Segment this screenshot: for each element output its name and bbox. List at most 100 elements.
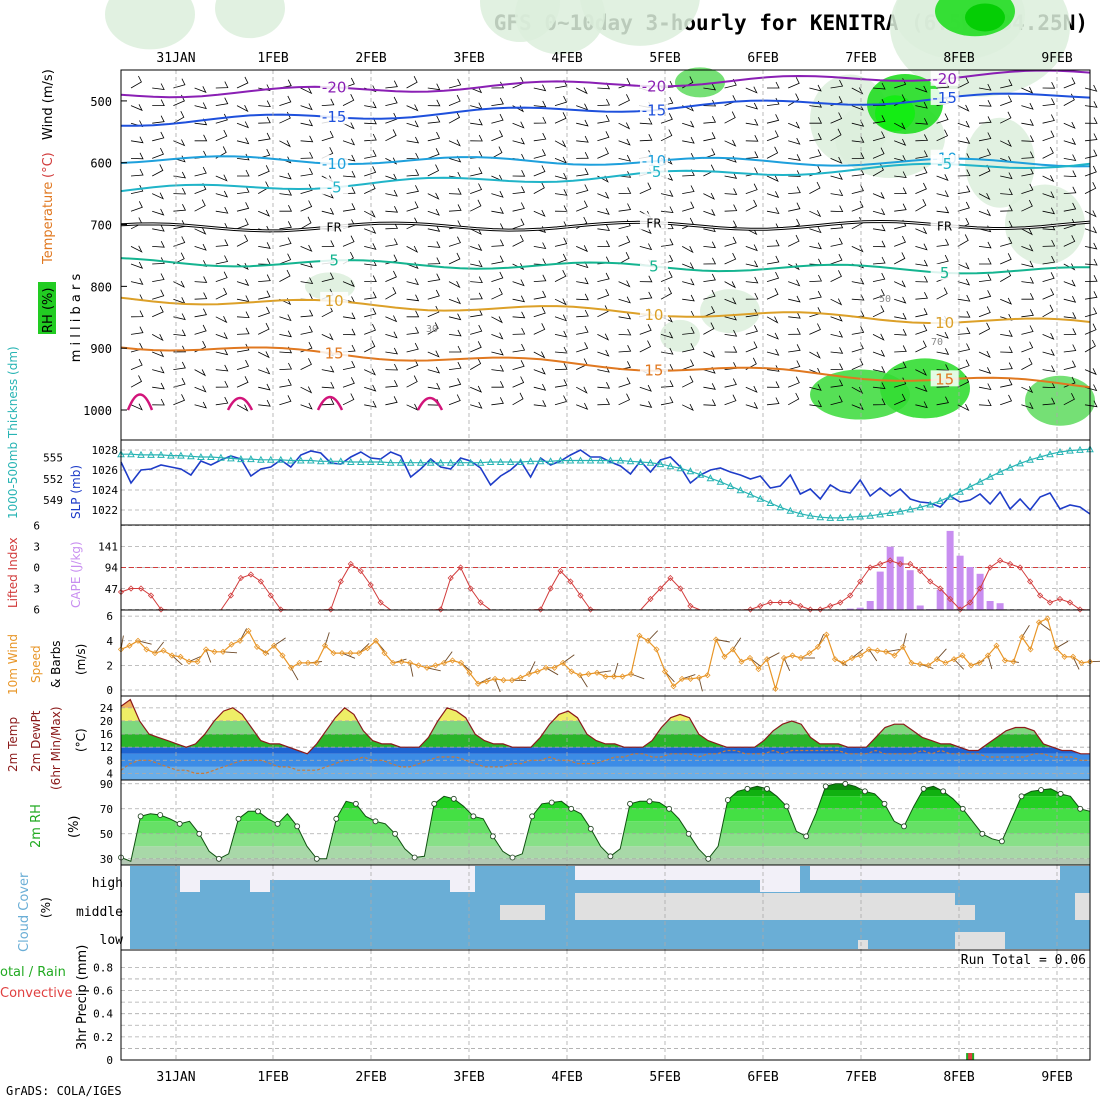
wind-marker bbox=[857, 652, 864, 659]
wind-barb bbox=[215, 206, 229, 214]
isotherm-label-bg bbox=[639, 163, 668, 180]
wind-barb bbox=[533, 383, 547, 391]
wind-barb bbox=[364, 384, 377, 392]
wind-barb bbox=[978, 132, 992, 142]
wind-marker bbox=[219, 648, 227, 655]
wind-barb bbox=[1000, 95, 1013, 106]
li-marker bbox=[1076, 606, 1084, 613]
wind-barb bbox=[1042, 349, 1055, 356]
wind-barb bbox=[894, 345, 907, 353]
rh-contour-label: 30 bbox=[426, 324, 438, 335]
li-marker bbox=[817, 606, 824, 613]
rh-shade-light bbox=[1005, 184, 1085, 265]
slp-tick-label: 1026 bbox=[92, 464, 119, 477]
wind-barb-10m bbox=[290, 667, 299, 681]
wind-barb bbox=[215, 190, 229, 198]
wind-marker bbox=[168, 652, 176, 659]
wind-barb bbox=[1042, 146, 1054, 159]
wind-barb bbox=[385, 206, 399, 213]
thickness-marker bbox=[766, 498, 775, 506]
pressure-tick-label: 500 bbox=[90, 95, 112, 109]
wind-barb bbox=[215, 316, 228, 324]
rh-shade-high bbox=[1025, 375, 1095, 426]
wind-barb bbox=[809, 84, 822, 92]
wind-barb bbox=[936, 254, 949, 265]
wind-barb bbox=[1000, 394, 1013, 406]
thickness-marker bbox=[736, 486, 745, 494]
isotherm-label-bg bbox=[930, 155, 959, 172]
wind-barb-10m bbox=[579, 674, 588, 688]
wind-barb bbox=[1084, 226, 1098, 234]
thickness-tick-label: 549 bbox=[43, 494, 63, 507]
wind-barb bbox=[1042, 239, 1056, 247]
isotherm-label: -20 bbox=[642, 77, 667, 95]
rh-marker bbox=[509, 854, 516, 861]
isotherm-label: FR bbox=[937, 219, 952, 233]
wind-barb bbox=[427, 322, 439, 335]
wind-barb bbox=[978, 383, 992, 391]
wind-barb bbox=[894, 329, 907, 336]
wind-marker bbox=[406, 659, 414, 666]
wind-barb bbox=[533, 132, 547, 142]
wind-barb bbox=[703, 383, 716, 390]
wind-marker bbox=[1035, 619, 1043, 626]
wind-barb bbox=[915, 385, 928, 393]
wind-barb bbox=[766, 239, 780, 247]
thickness-marker bbox=[596, 456, 605, 464]
isotherm-label-bg bbox=[930, 69, 959, 86]
wind-barb bbox=[427, 164, 440, 177]
thickness-marker bbox=[516, 457, 525, 465]
wind-barb bbox=[194, 308, 207, 318]
wind-barb bbox=[1000, 111, 1012, 124]
wind-barb bbox=[1084, 242, 1098, 250]
wind-barb bbox=[258, 306, 271, 318]
wind-barb bbox=[597, 288, 610, 300]
wind-barb bbox=[279, 140, 291, 148]
wind-barb bbox=[745, 199, 758, 212]
wind-barb bbox=[788, 170, 801, 177]
thickness-marker bbox=[996, 467, 1004, 475]
wind-barb bbox=[788, 93, 800, 106]
wind-barb bbox=[682, 246, 694, 254]
wind-barb bbox=[957, 137, 971, 144]
wind-marker bbox=[347, 650, 354, 657]
wind-barb bbox=[194, 86, 207, 94]
rh-marker bbox=[529, 813, 535, 820]
wind-barb bbox=[1000, 330, 1013, 337]
wind-barb bbox=[682, 278, 695, 286]
wind-marker bbox=[270, 642, 278, 649]
isotherm-label: -20 bbox=[932, 70, 957, 88]
rh-shade-light bbox=[660, 319, 700, 352]
rh-marker bbox=[568, 805, 575, 812]
date-label-top: 4FEB bbox=[551, 51, 582, 66]
thickness-marker bbox=[926, 500, 935, 508]
wind-barb bbox=[745, 135, 759, 142]
wind-marker bbox=[1010, 658, 1017, 665]
wind-marker bbox=[474, 680, 482, 687]
wind-barb bbox=[215, 255, 229, 265]
rh-marker bbox=[783, 803, 790, 810]
wind-barb bbox=[978, 100, 992, 107]
wind-barb bbox=[724, 281, 737, 289]
isotherm-label: 15 bbox=[935, 370, 954, 388]
li-marker bbox=[847, 592, 854, 599]
cape-bar bbox=[866, 601, 874, 610]
wind-marker bbox=[236, 637, 244, 644]
footer-credit: GrADS: COLA/IGES bbox=[6, 1084, 122, 1098]
wind-barb bbox=[470, 357, 482, 370]
wind-barb bbox=[788, 311, 801, 319]
rh-marker bbox=[803, 833, 810, 840]
wind-barb bbox=[512, 263, 525, 271]
wind10m-axis-label-3: & Barbs bbox=[49, 640, 63, 688]
wind-barb bbox=[915, 292, 929, 300]
li-marker bbox=[947, 595, 954, 603]
wind-barb bbox=[1021, 119, 1034, 126]
wind-barb bbox=[1021, 135, 1035, 142]
wind-barb bbox=[554, 140, 567, 148]
wind-barb bbox=[1042, 272, 1055, 282]
isotherm-line bbox=[120, 155, 1091, 168]
cloud-mid bbox=[500, 905, 545, 920]
wind-barb bbox=[554, 95, 568, 106]
wind-barb bbox=[957, 294, 971, 302]
wind-barb bbox=[173, 187, 187, 195]
